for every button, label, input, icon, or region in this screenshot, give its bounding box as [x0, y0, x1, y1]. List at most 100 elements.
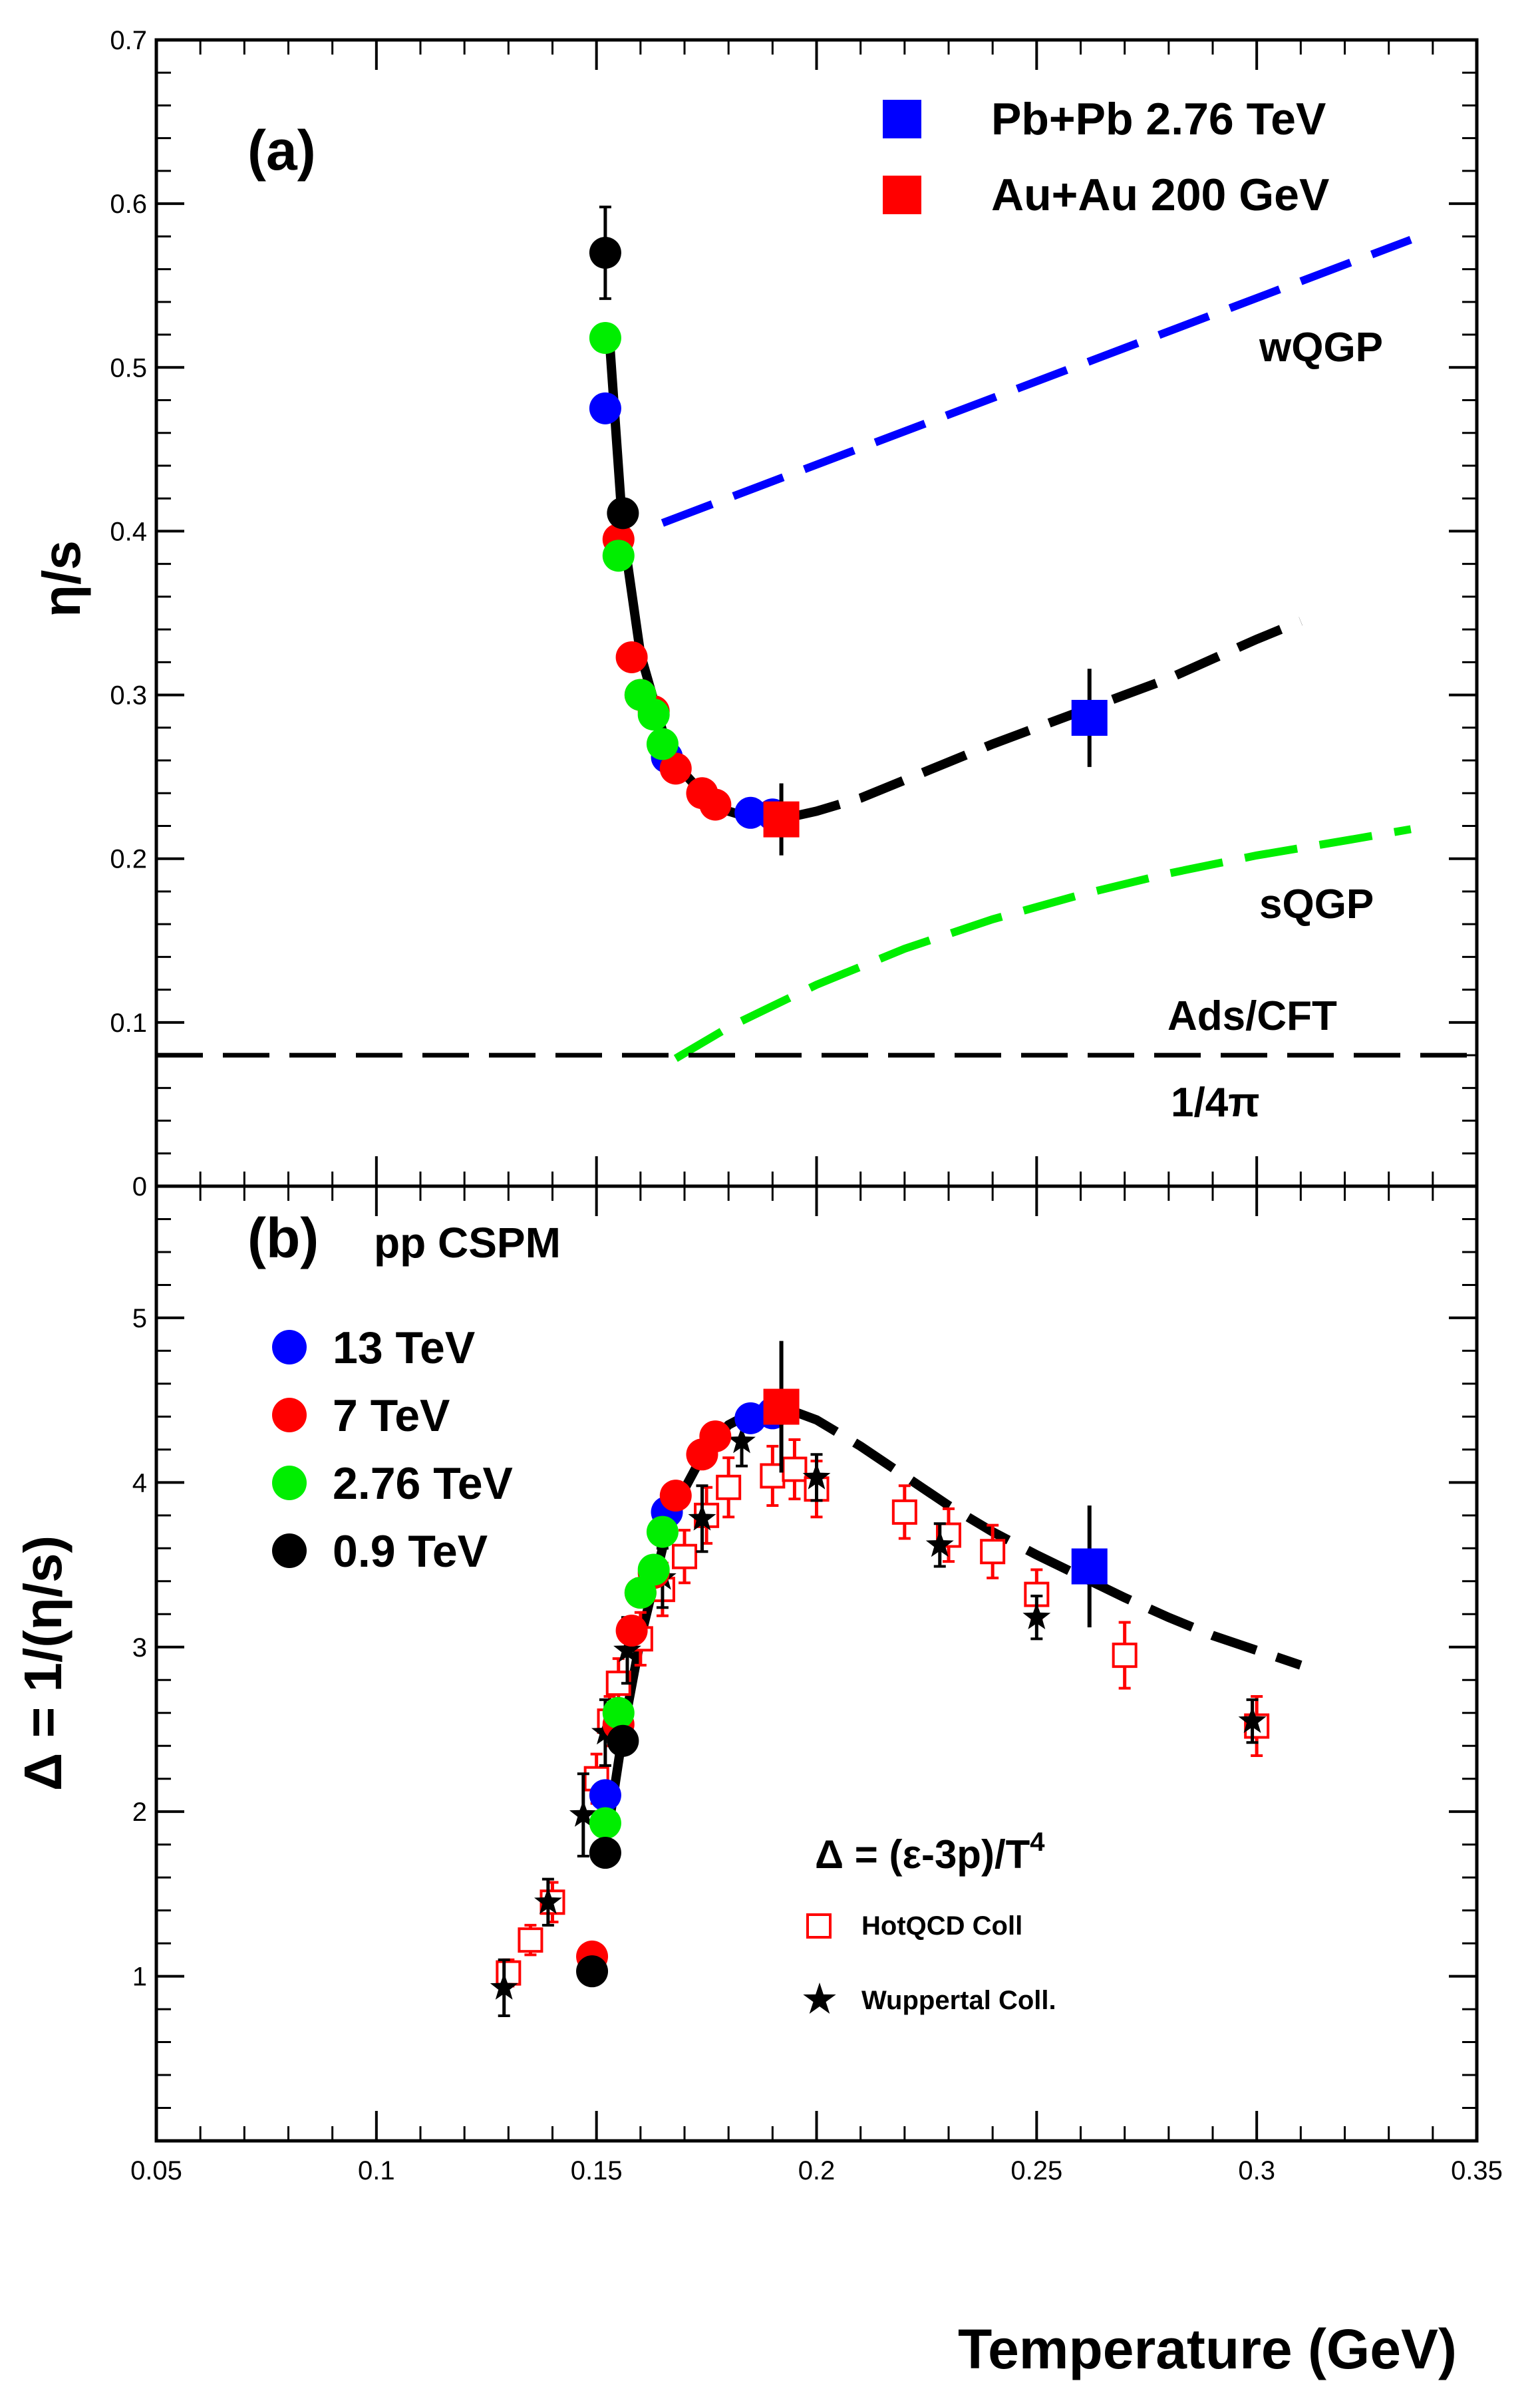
x-axis-label: Temperature (GeV) — [958, 2318, 1457, 2380]
legend-7tev-label: 7 TeV — [333, 1390, 450, 1441]
curve-wqgp — [661, 236, 1412, 527]
point-2-76-tev — [589, 1807, 621, 1839]
legend-hotqcd-marker — [806, 1913, 832, 1939]
y-tick-label: 4 — [132, 1468, 147, 1498]
point-0-9-tev — [607, 497, 639, 530]
y-tick-label: 0.7 — [110, 26, 147, 55]
y-tick-label: 0.6 — [110, 190, 147, 219]
x-tick-label: 0.2 — [798, 2156, 836, 2185]
point-wuppertal-coll- — [534, 1887, 562, 1914]
legend-auau-marker — [883, 176, 921, 214]
delta-formula-exponent: 4 — [1030, 1828, 1045, 1857]
point-hotqcd-coll — [496, 1960, 522, 1986]
legend-pbpb-label: Pb+Pb 2.76 TeV — [991, 94, 1326, 144]
point-hotqcd-coll — [716, 1474, 742, 1500]
point-2-76-tev — [602, 1696, 635, 1729]
x-tick-label: 0.15 — [571, 2156, 623, 2185]
point-13-tev — [589, 1779, 621, 1812]
point-7-tev — [615, 1615, 648, 1647]
delta-formula: Δ = (ε-3p)/T4 — [815, 1828, 1045, 1877]
panel-b-legend: 13 TeV 7 TeV 2.76 TeV 0.9 TeV — [272, 1323, 513, 1577]
point-wuppertal-coll- — [925, 1530, 954, 1557]
point-au-au-200-gev — [763, 1388, 800, 1425]
x-tick-label: 0.35 — [1451, 2156, 1503, 2185]
point-0-9-tev — [576, 1955, 609, 1988]
point-2-76-tev — [646, 1515, 679, 1548]
panel-a: 0 0.1 0.2 0.3 0.4 0.5 0.6 0.7 (a) Pb+Pb 2.76 Te… — [32, 26, 1479, 1201]
panel-b: 1 2 3 4 5 0.05 0.1 0.15 0.2 0.25 0.3 0.35 (b) pp CS… — [13, 1184, 1503, 2185]
point-hotqcd-coll — [980, 1539, 1006, 1565]
panel-b-ylabel: Δ = 1/(η/s) — [13, 1535, 73, 1791]
point-2-76-tev — [637, 699, 670, 731]
point-2-76-tev — [637, 1553, 670, 1586]
point-wuppertal-coll- — [688, 1504, 716, 1531]
point-wuppertal-coll- — [728, 1426, 756, 1454]
y-tick-label: 0.4 — [110, 517, 147, 546]
legend-276tev-marker — [272, 1466, 307, 1500]
legend-13tev-marker — [272, 1330, 307, 1364]
point-pb-pb-2-76-tev — [1071, 1548, 1108, 1585]
legend-7tev-marker — [272, 1398, 307, 1432]
y-tick-label: 0.3 — [110, 681, 147, 711]
panel-a-ylabel: η/s — [32, 540, 91, 617]
adscft-label: Ads/CFT — [1167, 993, 1337, 1039]
curve-cspm-fit-dashed — [793, 617, 1303, 821]
y-tick-label: 0.1 — [110, 1009, 147, 1038]
point-hotqcd-coll — [518, 1927, 543, 1953]
legend-wuppertal-label: Wuppertal Coll. — [861, 1986, 1056, 2015]
panel-b-label: (b) — [247, 1207, 319, 1269]
legend-276tev-label: 2.76 TeV — [333, 1458, 513, 1509]
panel-a-label: (a) — [247, 119, 316, 182]
y-tick-label: 5 — [132, 1304, 147, 1333]
point-hotqcd-coll — [672, 1543, 697, 1569]
quarter-pi-label: 1/4π — [1171, 1080, 1260, 1126]
point-hotqcd-coll — [782, 1456, 808, 1482]
sqgp-label: sQGP — [1259, 881, 1374, 927]
point-hotqcd-coll — [1112, 1643, 1138, 1669]
panel-b-legend2: HotQCD Coll Wuppertal Coll. — [803, 1911, 1056, 2015]
x-tick-label: 0.3 — [1238, 2156, 1275, 2185]
point-7-tev — [699, 1420, 732, 1453]
point-0-9-tev — [589, 236, 621, 269]
point-wuppertal-coll- — [802, 1462, 831, 1490]
point-13-tev — [589, 392, 621, 424]
point-2-76-tev — [589, 321, 621, 354]
legend-wuppertal-marker — [803, 1983, 836, 2014]
legend-09tev-marker — [272, 1533, 307, 1568]
legend-13tev-label: 13 TeV — [333, 1323, 475, 1373]
point-7-tev — [659, 1480, 692, 1512]
legend-auau-label: Au+Au 200 GeV — [991, 170, 1329, 220]
y-tick-label: 0 — [132, 1172, 147, 1201]
point-hotqcd-coll — [891, 1499, 917, 1525]
panel-b-title: pp CSPM — [374, 1219, 561, 1267]
x-tick-label: 0.05 — [130, 2156, 182, 2185]
point-7-tev — [699, 788, 732, 821]
y-tick-label: 2 — [132, 1798, 147, 1827]
delta-formula-text: Δ = (ε-3p)/T — [815, 1832, 1030, 1877]
point-7-tev — [615, 641, 648, 673]
curve-cspm-fit-dashed — [792, 1407, 1303, 1670]
point-pb-pb-2-76-tev — [1071, 700, 1108, 736]
y-tick-label: 0.2 — [110, 845, 147, 874]
point-wuppertal-coll- — [490, 1973, 518, 2000]
point-wuppertal-coll- — [613, 1635, 641, 1663]
x-tick-label: 0.1 — [358, 2156, 395, 2185]
point-2-76-tev — [646, 728, 679, 760]
curve-sqgp — [673, 825, 1412, 1062]
point-wuppertal-coll- — [1022, 1603, 1051, 1629]
point-wuppertal-coll- — [1238, 1706, 1267, 1733]
point-0-9-tev — [607, 1724, 639, 1757]
y-tick-label: 0.5 — [110, 353, 147, 383]
point-7-tev — [659, 752, 692, 785]
x-tick-label: 0.25 — [1010, 2156, 1062, 2185]
y-tick-label: 1 — [132, 1963, 147, 1992]
y-tick-label: 3 — [132, 1633, 147, 1663]
legend-09tev-label: 0.9 TeV — [333, 1526, 488, 1577]
panel-a-legend: Pb+Pb 2.76 TeV Au+Au 200 GeV — [883, 94, 1329, 220]
legend-hotqcd-label: HotQCD Coll — [861, 1911, 1022, 1941]
point-wuppertal-coll- — [569, 1800, 597, 1827]
point-0-9-tev — [589, 1837, 621, 1869]
curve-cspm-fit-solid — [605, 342, 796, 824]
point-au-au-200-gev — [763, 801, 800, 838]
